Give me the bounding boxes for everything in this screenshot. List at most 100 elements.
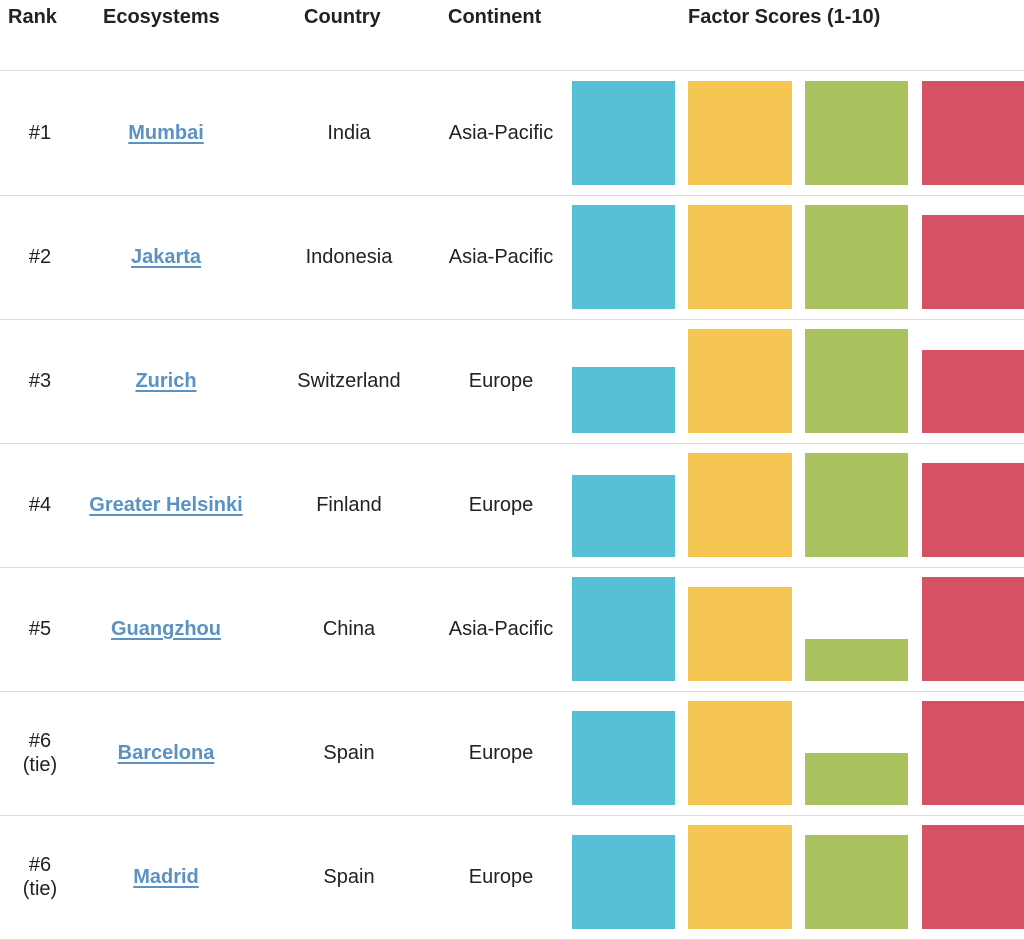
continent-value-cell: Asia-Pacific bbox=[434, 567, 568, 691]
ecosystem-link-cell: Jakarta bbox=[80, 195, 252, 319]
rank-value: #4 bbox=[28, 494, 52, 516]
ecosystem-link[interactable]: Jakarta bbox=[130, 246, 202, 268]
country-value: Spain bbox=[323, 742, 375, 764]
factor-2-slot bbox=[688, 81, 792, 185]
table-row: #4 Greater Helsinki Finland Europe bbox=[0, 443, 1024, 568]
rank-value: #2 bbox=[28, 246, 52, 268]
rank-value: #1 bbox=[28, 122, 52, 144]
rank-value: #6 (tie) bbox=[22, 730, 58, 776]
ecosystem-link-cell: Zurich bbox=[80, 319, 252, 443]
factor-3-slot bbox=[805, 453, 908, 557]
ecosystem-link[interactable]: Zurich bbox=[135, 370, 197, 392]
continent-value-cell: Europe bbox=[434, 319, 568, 443]
country-value: China bbox=[322, 618, 376, 640]
factor-4-bar bbox=[922, 463, 1024, 557]
factor-4-bar bbox=[922, 577, 1024, 681]
factor-4-bar bbox=[922, 81, 1024, 185]
factor-3-bar bbox=[805, 639, 908, 681]
country-value-cell: Switzerland bbox=[264, 319, 434, 443]
continent-value-cell: Asia-Pacific bbox=[434, 195, 568, 319]
factor-3-slot bbox=[805, 81, 908, 185]
country-value: Spain bbox=[323, 866, 375, 888]
factor-3-slot bbox=[805, 205, 908, 309]
factor-4-slot bbox=[922, 81, 1024, 185]
factor-2-bar bbox=[688, 825, 792, 929]
rank-value-cell: #2 bbox=[0, 195, 80, 319]
continent-value: Europe bbox=[468, 866, 534, 888]
rank-value: #5 bbox=[28, 618, 52, 640]
factor-1-bar bbox=[572, 367, 675, 433]
factor-4-slot bbox=[922, 329, 1024, 433]
factor-1-slot bbox=[572, 329, 675, 433]
factor-4-slot bbox=[922, 577, 1024, 681]
ecosystem-link-cell: Greater Helsinki bbox=[80, 443, 252, 567]
factor-1-slot bbox=[572, 825, 675, 929]
factor-1-slot bbox=[572, 81, 675, 185]
factor-2-bar bbox=[688, 205, 792, 309]
table-row: #6 (tie) Madrid Spain Europe bbox=[0, 815, 1024, 940]
table-row: #5 Guangzhou China Asia-Pacific bbox=[0, 567, 1024, 692]
country-value-cell: Spain bbox=[264, 691, 434, 815]
factor-4-bar bbox=[922, 825, 1024, 929]
country-value: Finland bbox=[316, 494, 382, 516]
factor-3-bar bbox=[805, 453, 908, 557]
rank-value: #3 bbox=[28, 370, 52, 392]
country-value-cell: China bbox=[264, 567, 434, 691]
country-value-cell: Finland bbox=[264, 443, 434, 567]
factor-2-slot bbox=[688, 825, 792, 929]
ecosystem-link-cell: Mumbai bbox=[80, 71, 252, 195]
table-row: #6 (tie) Barcelona Spain Europe bbox=[0, 691, 1024, 816]
factor-3-slot bbox=[805, 701, 908, 805]
ecosystem-link[interactable]: Madrid bbox=[133, 866, 199, 888]
factor-2-bar bbox=[688, 453, 792, 557]
country-value-cell: Indonesia bbox=[264, 195, 434, 319]
factor-4-slot bbox=[922, 205, 1024, 309]
factor-3-slot bbox=[805, 577, 908, 681]
factor-1-bar bbox=[572, 205, 675, 309]
factor-2-slot bbox=[688, 205, 792, 309]
factor-1-bar bbox=[572, 711, 675, 805]
factor-3-bar bbox=[805, 329, 908, 433]
factor-2-bar bbox=[688, 587, 792, 681]
continent-value: Europe bbox=[468, 494, 534, 516]
continent-value: Asia-Pacific bbox=[448, 122, 554, 144]
ecosystems-header: Ecosystems bbox=[103, 6, 220, 28]
ecosystem-link[interactable]: Barcelona bbox=[117, 742, 215, 764]
continent-header: Continent bbox=[448, 6, 542, 28]
table-row: #2 Jakarta Indonesia Asia-Pacific bbox=[0, 195, 1024, 320]
rank-value: #6 (tie) bbox=[22, 854, 58, 900]
continent-value: Europe bbox=[468, 742, 534, 764]
country-value-cell: India bbox=[264, 71, 434, 195]
country-value: Switzerland bbox=[297, 370, 401, 392]
table-row: #3 Zurich Switzerland Europe bbox=[0, 319, 1024, 444]
factor-2-bar bbox=[688, 329, 792, 433]
factor-4-bar bbox=[922, 215, 1024, 309]
factor-4-slot bbox=[922, 453, 1024, 557]
ecosystem-link[interactable]: Greater Helsinki bbox=[89, 494, 243, 516]
rank-value-cell: #1 bbox=[0, 71, 80, 195]
continent-value-cell: Europe bbox=[434, 815, 568, 939]
factor-2-slot bbox=[688, 453, 792, 557]
ecosystem-link[interactable]: Guangzhou bbox=[111, 618, 221, 640]
factor-2-slot bbox=[688, 329, 792, 433]
ecosystem-link-cell: Guangzhou bbox=[80, 567, 252, 691]
factor-1-bar bbox=[572, 577, 675, 681]
rank-value-cell: #6 (tie) bbox=[0, 815, 80, 939]
factor-2-slot bbox=[688, 701, 792, 805]
country-value-cell: Spain bbox=[264, 815, 434, 939]
factor-4-slot bbox=[922, 701, 1024, 805]
factor-3-bar bbox=[805, 835, 908, 929]
table-row: #1 Mumbai India Asia-Pacific bbox=[0, 71, 1024, 196]
rank-value-cell: #4 bbox=[0, 443, 80, 567]
factor-4-slot bbox=[922, 825, 1024, 929]
factor-3-bar bbox=[805, 205, 908, 309]
continent-value: Asia-Pacific bbox=[448, 618, 554, 640]
factor-2-bar bbox=[688, 81, 792, 185]
factor-1-bar bbox=[572, 81, 675, 185]
factor-1-slot bbox=[572, 701, 675, 805]
factor-1-bar bbox=[572, 475, 675, 557]
factor-2-bar bbox=[688, 701, 792, 805]
ecosystem-link-cell: Madrid bbox=[80, 815, 252, 939]
country-value: Indonesia bbox=[305, 246, 393, 268]
ecosystem-link[interactable]: Mumbai bbox=[128, 122, 204, 144]
